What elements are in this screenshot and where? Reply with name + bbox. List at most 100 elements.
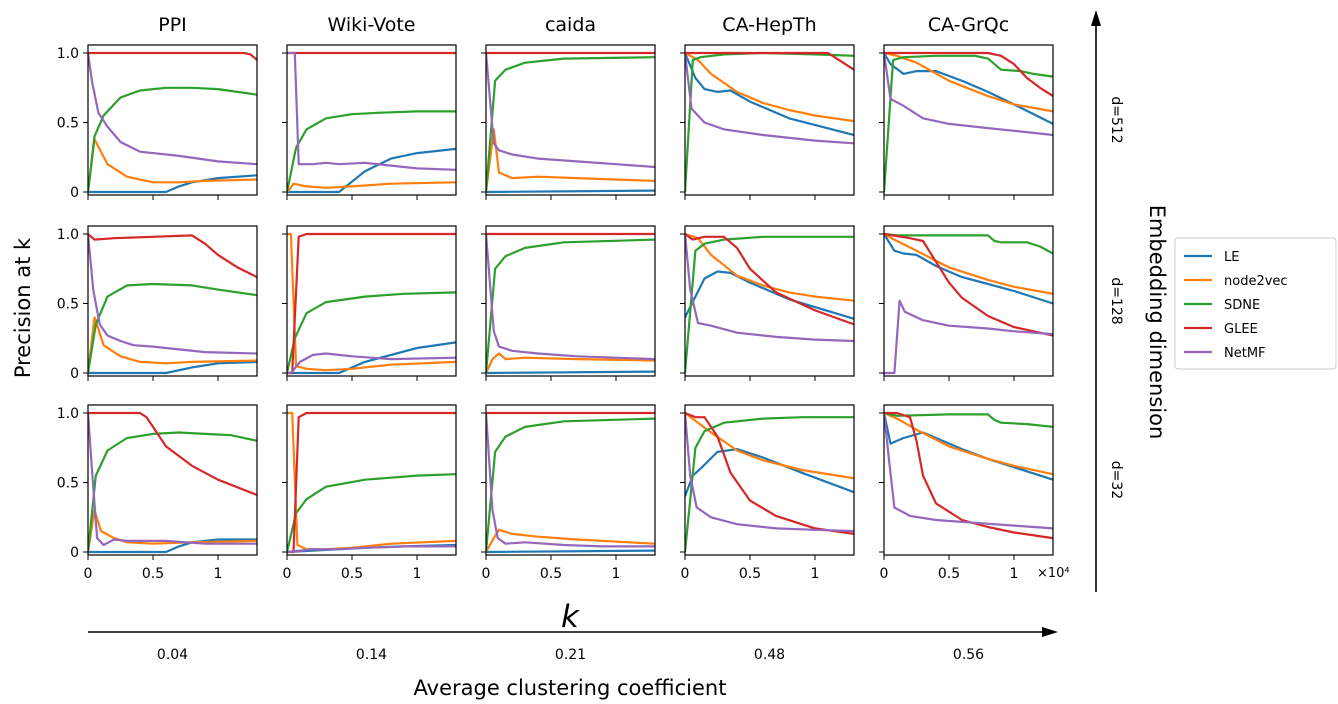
panel-frame — [87, 404, 258, 556]
panel-frame — [485, 44, 656, 196]
series-line-netmf — [88, 412, 257, 547]
x-tick-label: 1 — [214, 566, 223, 582]
row-label: d=32 — [1108, 461, 1124, 499]
row-label: d=128 — [1108, 277, 1124, 324]
x-tick-label: 0 — [681, 566, 690, 582]
dataset-title: Wiki-Vote — [328, 14, 416, 36]
legend-label-le: LE — [1224, 250, 1239, 265]
series-line-le — [685, 448, 854, 497]
series-lines — [88, 51, 257, 194]
series-lines — [88, 411, 257, 554]
series-line-netmf — [685, 233, 854, 343]
clustering-coefficient-label: 0.21 — [555, 647, 586, 663]
series-line-glee — [685, 51, 854, 71]
panel-frame — [286, 225, 457, 377]
series-line-le — [685, 52, 854, 137]
series-line-glee — [685, 233, 854, 326]
dataset-title: PPI — [158, 14, 187, 36]
x-tick-label: 0.5 — [142, 566, 164, 582]
x-tick-label: 1 — [612, 566, 621, 582]
panel-ppi-d128: 0 0.5 1.0 — [57, 225, 258, 382]
series-lines — [486, 411, 655, 554]
series-line-node2vec — [88, 138, 257, 193]
y-tick-label: 0.5 — [57, 297, 79, 313]
series-line-le — [486, 189, 655, 194]
series-line-node2vec — [88, 316, 257, 374]
dimension-axis-label: Embedding dimension — [1145, 205, 1169, 440]
legend-label-netmf: NetMF — [1224, 346, 1266, 361]
series-line-glee — [884, 232, 1053, 337]
x-multiplier: ×10⁴ — [1037, 566, 1070, 581]
panel-frame — [883, 44, 1054, 196]
panel-ppi-d32: 0 0.5 1.0 0 0.5 1 — [57, 404, 258, 582]
series-lines — [884, 411, 1053, 540]
series-line-sdne — [884, 232, 1053, 255]
series-line-netmf — [884, 412, 1053, 530]
series-line-netmf — [884, 299, 1053, 375]
panel-frame — [87, 225, 258, 377]
series-lines — [287, 411, 456, 554]
series-lines — [685, 51, 854, 193]
panel-frame — [883, 404, 1054, 556]
series-line-le — [685, 270, 854, 320]
series-lines — [685, 411, 854, 553]
series-line-sdne — [88, 431, 257, 553]
panel-wiki-vote-d128 — [282, 225, 457, 381]
series-line-le — [88, 360, 257, 375]
series-line-glee — [287, 411, 456, 554]
x-tick-label: 0.5 — [540, 566, 562, 582]
panel-ca-hepth-d128 — [680, 225, 855, 381]
series-line-glee — [884, 51, 1053, 98]
series-line-le — [486, 370, 655, 375]
panel-caida-d512: caida — [481, 14, 656, 200]
row-label: d=512 — [1108, 96, 1124, 143]
y-tick-label: 1.0 — [57, 46, 79, 62]
series-line-node2vec — [287, 232, 456, 372]
series-lines — [685, 232, 854, 374]
series-line-netmf — [88, 52, 257, 166]
y-tick-label: 0 — [70, 545, 79, 561]
series-line-netmf — [486, 52, 655, 169]
series-line-netmf — [486, 412, 655, 548]
legend-label-sdne: SDNE — [1224, 298, 1260, 313]
panel-frame — [87, 44, 258, 196]
y-axis-label: Precision at k — [11, 237, 35, 378]
y-tick-label: 1.0 — [57, 227, 79, 243]
series-line-glee — [884, 411, 1053, 540]
series-line-sdne — [486, 238, 655, 374]
x-tick-label: 0.5 — [938, 566, 960, 582]
panel-ca-hepth-d512: CA-HepTh — [680, 14, 855, 200]
panel-grid: 0 0.5 1.0 PPI Wiki-Vote caida CA-HepTh CA-GrQc 0… — [57, 14, 1054, 582]
panel-frame — [684, 44, 855, 196]
legend-box — [1174, 237, 1337, 370]
series-line-glee — [88, 411, 257, 497]
series-line-sdne — [685, 416, 854, 553]
clustering-coefficient-labels: 0.04 0.14 0.21 0.48 0.56 — [157, 647, 984, 663]
y-tick-label: 0 — [70, 185, 79, 201]
panel-caida-d128 — [481, 225, 656, 381]
x-tick-label: 0.5 — [739, 566, 761, 582]
series-line-netmf — [287, 352, 456, 375]
series-line-le — [88, 538, 257, 554]
series-line-netmf — [88, 233, 257, 355]
panel-frame — [684, 225, 855, 377]
series-line-node2vec — [884, 411, 1053, 476]
panel-ppi-d512: 0 0.5 1.0 PPI — [57, 14, 258, 201]
clustering-coefficient-label: 0.14 — [356, 647, 387, 663]
y-tick-label: 0.5 — [57, 116, 79, 132]
series-line-glee — [685, 411, 854, 535]
dimension-row-labels: d=512 d=128 d=32 — [1108, 96, 1124, 499]
y-tick-label: 1.0 — [57, 406, 79, 422]
x-tick-label: 1 — [811, 566, 820, 582]
panel-frame — [286, 44, 457, 196]
panel-ca-grqc-d128 — [879, 225, 1054, 381]
dimension-arrow-head — [1091, 10, 1101, 26]
series-line-netmf — [287, 545, 456, 554]
series-line-node2vec — [685, 412, 854, 480]
x-tick-label: 0 — [880, 566, 889, 582]
clustering-coefficient-label: 0.48 — [754, 647, 785, 663]
series-line-sdne — [685, 51, 854, 193]
panel-caida-d32: 0 0.5 1 — [481, 404, 656, 582]
series-lines — [486, 51, 655, 194]
